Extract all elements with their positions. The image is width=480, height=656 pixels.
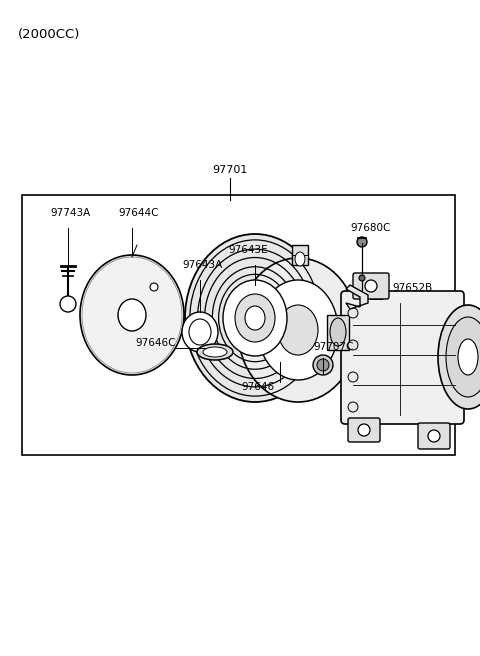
Circle shape: [150, 283, 158, 291]
Ellipse shape: [258, 280, 338, 380]
Circle shape: [358, 424, 370, 436]
Ellipse shape: [118, 299, 146, 331]
Text: 97646C: 97646C: [135, 338, 176, 348]
Ellipse shape: [295, 252, 305, 266]
Ellipse shape: [245, 306, 265, 330]
Ellipse shape: [235, 294, 275, 342]
Circle shape: [313, 355, 333, 375]
Text: 97646: 97646: [241, 382, 275, 392]
Ellipse shape: [458, 339, 478, 375]
Circle shape: [348, 402, 358, 412]
Text: (2000CC): (2000CC): [18, 28, 80, 41]
FancyBboxPatch shape: [353, 273, 389, 299]
Circle shape: [428, 430, 440, 442]
Text: 97680C: 97680C: [350, 223, 390, 233]
Ellipse shape: [238, 258, 358, 402]
Bar: [327, 315, 349, 350]
Text: 97643E: 97643E: [228, 245, 268, 255]
Bar: [22, 195, 455, 455]
Circle shape: [348, 308, 358, 318]
Ellipse shape: [223, 280, 287, 356]
Bar: [292, 245, 308, 265]
Text: 97643A: 97643A: [182, 260, 222, 270]
Ellipse shape: [203, 347, 227, 357]
FancyBboxPatch shape: [418, 423, 450, 449]
Text: 97644C: 97644C: [118, 208, 158, 218]
Text: 97701: 97701: [212, 165, 248, 175]
Ellipse shape: [330, 318, 346, 346]
Text: 97652B: 97652B: [392, 283, 432, 293]
Text: 97743A: 97743A: [50, 208, 90, 218]
Ellipse shape: [446, 317, 480, 397]
Polygon shape: [346, 285, 368, 309]
FancyBboxPatch shape: [348, 418, 380, 442]
Ellipse shape: [189, 319, 211, 345]
FancyBboxPatch shape: [341, 291, 464, 424]
Circle shape: [317, 359, 329, 371]
Circle shape: [60, 296, 76, 312]
Ellipse shape: [197, 344, 233, 360]
Ellipse shape: [438, 305, 480, 409]
Circle shape: [357, 237, 367, 247]
Circle shape: [348, 372, 358, 382]
Circle shape: [348, 340, 358, 350]
Ellipse shape: [182, 312, 218, 352]
Ellipse shape: [80, 255, 184, 375]
Ellipse shape: [185, 234, 325, 402]
Ellipse shape: [278, 305, 318, 355]
Circle shape: [359, 275, 365, 281]
Text: 97707C: 97707C: [313, 342, 353, 352]
Circle shape: [365, 280, 377, 292]
